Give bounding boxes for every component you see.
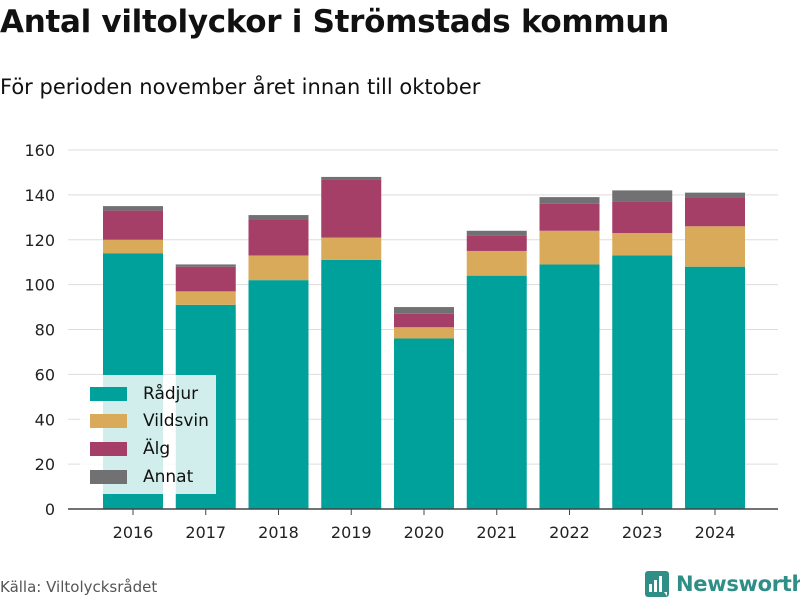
brand-name: Newsworthy xyxy=(676,572,800,596)
brand-logo[interactable]: Newsworthy xyxy=(645,569,800,599)
bar-alg-2022 xyxy=(539,203,600,231)
bar-annat-2018 xyxy=(248,215,309,220)
legend: Rådjur Vildsvin Älg Annat xyxy=(80,375,216,494)
legend-item-radjur: Rådjur xyxy=(90,384,198,404)
legend-swatch-alg xyxy=(90,442,127,456)
bar-radjur-2018 xyxy=(248,280,309,509)
legend-swatch-annat xyxy=(90,470,127,484)
bar-radjur-2021 xyxy=(466,275,527,509)
y-tick-label: 40 xyxy=(35,410,55,429)
bar-alg-2018 xyxy=(248,219,309,256)
legend-swatch-radjur xyxy=(90,387,127,401)
x-tick-label: 2016 xyxy=(113,523,154,542)
bar-alg-2021 xyxy=(466,235,527,251)
legend-label-radjur: Rådjur xyxy=(143,384,199,404)
bar-alg-2016 xyxy=(103,210,163,240)
bar-alg-2020 xyxy=(394,313,454,328)
y-tick-label: 120 xyxy=(24,231,55,250)
bar-vildsvin-2021 xyxy=(466,250,527,276)
legend-label-alg: Älg xyxy=(143,439,171,459)
legend-item-annat: Annat xyxy=(90,467,193,487)
bar-vildsvin-2022 xyxy=(539,230,600,265)
bar-radjur-2020 xyxy=(394,338,454,509)
bar-alg-2019 xyxy=(321,179,382,238)
y-tick-label: 140 xyxy=(24,186,55,205)
x-tick-label: 2021 xyxy=(476,523,517,542)
bar-annat-2016 xyxy=(103,206,163,211)
bar-annat-2021 xyxy=(466,230,527,236)
legend-item-vildsvin: Vildsvin xyxy=(90,411,209,431)
y-tick-label: 100 xyxy=(24,276,55,295)
x-tick-label: 2022 xyxy=(549,523,590,542)
bar-annat-2017 xyxy=(175,264,236,267)
chart-subtitle: För perioden november året innan till ok… xyxy=(0,75,481,99)
bar-vildsvin-2024 xyxy=(685,226,745,267)
bar-vildsvin-2018 xyxy=(248,255,309,281)
bar-radjur-2022 xyxy=(539,264,600,509)
bar-alg-2017 xyxy=(175,266,236,292)
x-tick-label: 2023 xyxy=(622,523,663,542)
bar-chart-logo-icon xyxy=(645,571,669,597)
y-tick-label: 20 xyxy=(35,455,55,474)
bar-radjur-2024 xyxy=(685,266,745,509)
bar-annat-2022 xyxy=(539,197,600,204)
legend-label-annat: Annat xyxy=(143,467,194,487)
bar-vildsvin-2019 xyxy=(321,237,382,260)
bar-annat-2023 xyxy=(612,190,673,202)
bar-vildsvin-2023 xyxy=(612,233,673,256)
y-tick-label: 60 xyxy=(35,365,55,384)
bar-annat-2019 xyxy=(321,176,382,180)
x-tick-label: 2020 xyxy=(404,523,445,542)
bar-vildsvin-2020 xyxy=(394,327,454,339)
y-tick-label: 0 xyxy=(45,500,55,519)
bar-annat-2020 xyxy=(394,307,454,314)
y-tick-label: 160 xyxy=(24,141,55,160)
bar-radjur-2023 xyxy=(612,255,673,509)
bar-annat-2024 xyxy=(685,192,745,198)
bar-vildsvin-2016 xyxy=(103,239,163,254)
bar-vildsvin-2017 xyxy=(175,291,236,305)
bar-alg-2024 xyxy=(685,197,745,227)
chart-title: Antal viltolyckor i Strömstads kommun xyxy=(0,4,669,40)
legend-swatch-vildsvin xyxy=(90,414,127,428)
x-tick-label: 2024 xyxy=(695,523,736,542)
legend-label-vildsvin: Vildsvin xyxy=(143,411,209,431)
bar-radjur-2019 xyxy=(321,259,382,509)
x-tick-label: 2017 xyxy=(185,523,226,542)
legend-item-alg: Älg xyxy=(90,439,170,459)
y-tick-labels: 0 20 40 60 80 100 120 140 160 xyxy=(24,141,55,519)
bar-alg-2023 xyxy=(612,201,673,234)
source-note: Källa: Viltolycksrådet xyxy=(0,578,158,596)
x-tick-label: 2019 xyxy=(331,523,372,542)
x-tick-labels: 2016 2017 2018 2019 2020 2021 2022 2023 2024 xyxy=(113,509,736,542)
y-tick-label: 80 xyxy=(35,321,55,340)
x-tick-label: 2018 xyxy=(258,523,299,542)
